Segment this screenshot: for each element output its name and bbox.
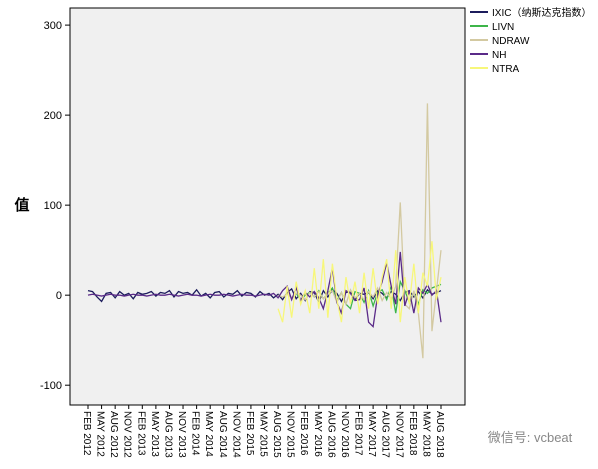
x-tick-label: NOV 2015: [285, 411, 296, 458]
x-tick-label: AUG 2017: [380, 411, 391, 458]
x-tick-label: FEB 2014: [190, 411, 201, 456]
legend-label: NH: [492, 50, 506, 61]
x-tick-label: AUG 2016: [325, 411, 336, 458]
x-tick-label: MAY 2015: [258, 411, 269, 457]
x-tick-label: MAY 2014: [203, 411, 214, 457]
x-tick-label: AUG 2012: [108, 411, 119, 458]
x-tick-label: AUG 2018: [434, 411, 445, 458]
x-tick-label: NOV 2012: [122, 411, 133, 458]
x-tick-label: FEB 2012: [81, 411, 92, 456]
x-tick-label: FEB 2015: [244, 411, 255, 456]
y-axis-label: 值: [14, 196, 29, 214]
series-line: [277, 103, 442, 359]
x-tick-label: MAY 2018: [420, 411, 431, 457]
x-tick-label: AUG 2013: [162, 411, 173, 458]
y-tick-label: -100: [40, 380, 62, 392]
watermark: 微信号: vcbeat: [488, 430, 573, 445]
y-tick-label: 100: [44, 200, 62, 212]
series-line: [87, 251, 442, 329]
x-tick-label: FEB 2017: [353, 411, 364, 456]
series-line: [277, 241, 442, 323]
x-tick-label: NOV 2016: [339, 411, 350, 458]
plot-area: [69, 7, 466, 406]
y-tick-label: 200: [44, 110, 62, 122]
legend-label: IXIC（纳斯达克指数）: [492, 6, 591, 19]
x-tick-label: AUG 2014: [217, 411, 228, 458]
legend-label: NTRA: [492, 64, 520, 75]
y-tick-label: 300: [44, 20, 62, 32]
x-tick-label: FEB 2018: [407, 411, 418, 456]
x-tick-label: FEB 2016: [298, 411, 309, 456]
x-tick-label: AUG 2015: [271, 411, 282, 458]
x-tick-label: MAY 2012: [95, 411, 106, 457]
legend-label: LIVN: [492, 22, 514, 33]
x-tick-label: MAY 2013: [149, 411, 160, 457]
x-tick-label: NOV 2017: [393, 411, 404, 458]
x-tick-label: FEB 2013: [135, 411, 146, 456]
y-tick-label: 0: [56, 290, 62, 302]
x-tick-label: MAY 2016: [312, 411, 323, 457]
x-tick-label: NOV 2013: [176, 411, 187, 458]
series-line: [87, 287, 442, 305]
legend-label: NDRAW: [492, 36, 530, 47]
x-tick-label: MAY 2017: [366, 411, 377, 457]
x-tick-label: NOV 2014: [230, 411, 241, 458]
